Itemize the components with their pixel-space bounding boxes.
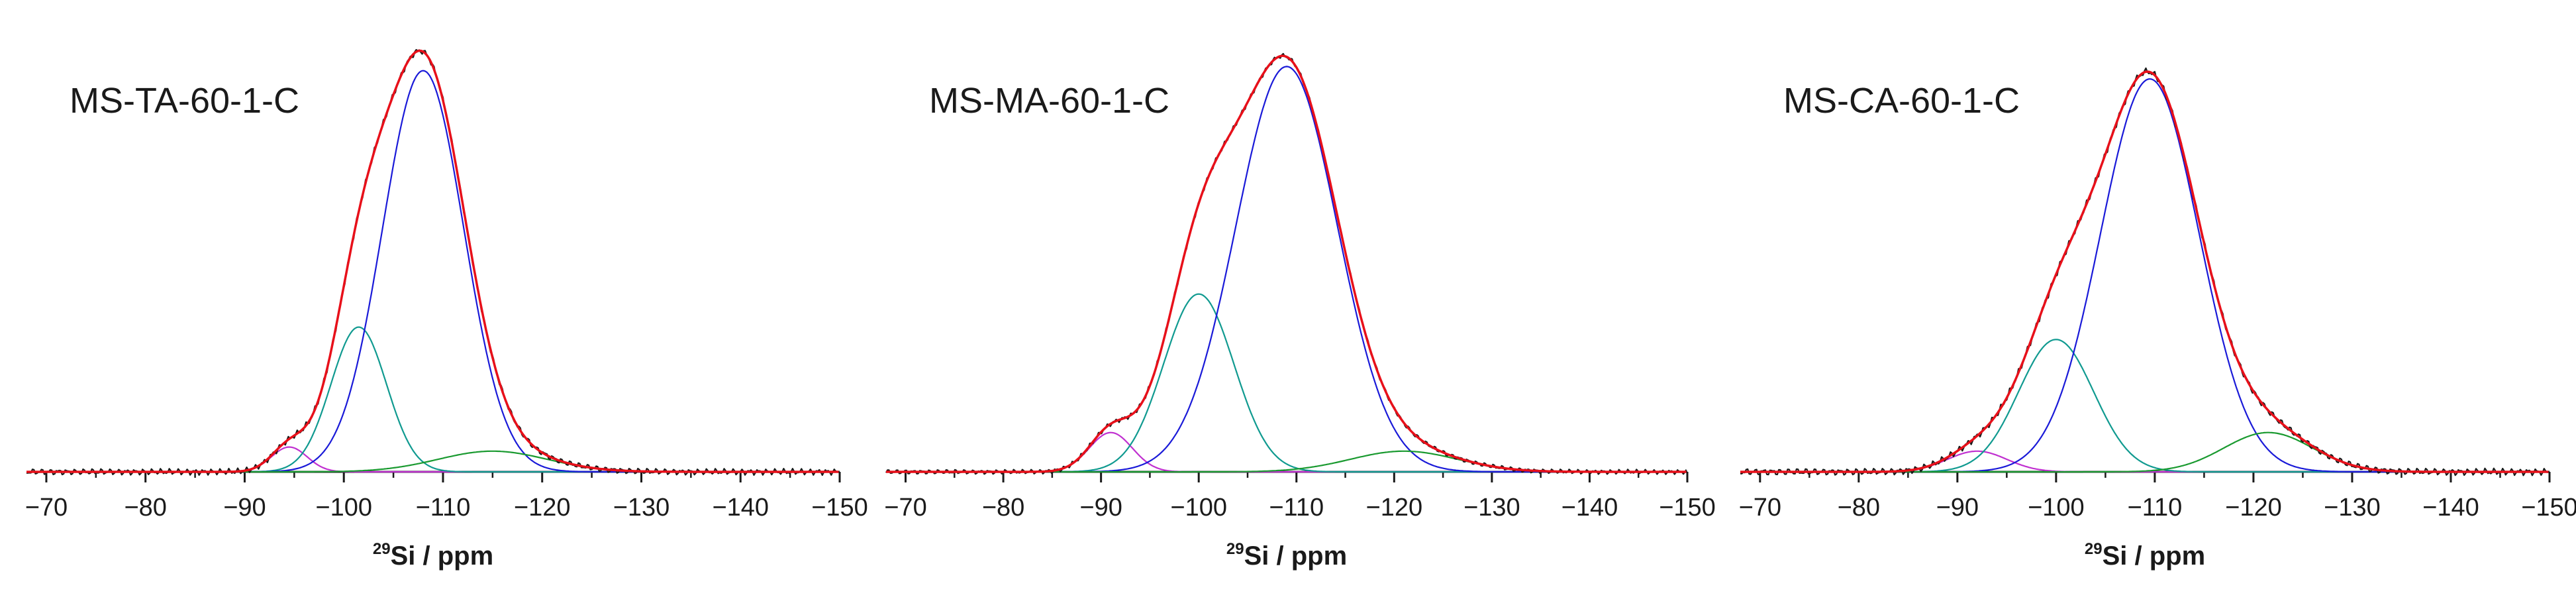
x-tick-label: −100 [315, 494, 372, 522]
x-tick-label: −80 [982, 494, 1024, 522]
panel-title: MS-TA-60-1-C [70, 81, 299, 121]
x-tick-label: −150 [2521, 494, 2576, 522]
x-tick-label: −130 [1463, 494, 1520, 522]
x-axis-label-superscript: 29 [373, 540, 391, 558]
x-tick-label: −110 [2128, 494, 2183, 522]
series-q3-line [886, 293, 1687, 473]
x-axis-label-text: Si / ppm [2103, 541, 2206, 571]
series-q4-line [886, 450, 1687, 473]
series-experimental-line [1740, 67, 2549, 476]
series-fit-sum-line [1740, 70, 2549, 473]
x-tick-label: −90 [1079, 494, 1122, 522]
chart-panel-3: −70 −80 −90 −100 −110 −120 −130 −140 −150 29Si / … [1739, 67, 2576, 571]
chart-panel-2: −70 −80 −90 −100 −110 −120 −130 −140 −150 29Si / … [884, 52, 1716, 571]
x-tick-label: −110 [416, 494, 471, 522]
x-tick-label: −130 [2324, 494, 2381, 522]
x-axis-label: 29Si / ppm [1226, 540, 1347, 571]
x-tick-label: −80 [124, 494, 166, 522]
x-tick-label: −70 [25, 494, 68, 522]
x-tick-label: −140 [1561, 494, 1618, 522]
series-q4-line [1740, 78, 2549, 473]
series-q4-line [1740, 431, 2549, 473]
x-tick-label: −150 [1659, 494, 1716, 522]
x-tick-label: −130 [613, 494, 670, 522]
series-q4-line [26, 450, 839, 473]
x-tick-label: −70 [1739, 494, 1781, 522]
x-tick-label: −120 [514, 494, 571, 522]
x-axis-label-superscript: 29 [2085, 540, 2103, 558]
x-axis-label: 29Si / ppm [373, 540, 493, 571]
x-tick-label: −100 [1170, 494, 1227, 522]
x-axis-label-text: Si / ppm [1244, 541, 1348, 571]
series-q2-line [1740, 450, 2549, 473]
x-tick-label: −100 [2028, 494, 2085, 522]
x-tick-label: −120 [2225, 494, 2282, 522]
x-tick-label: −90 [1936, 494, 1979, 522]
panel-title: MS-MA-60-1-C [929, 81, 1169, 121]
x-tick-label: −140 [712, 494, 769, 522]
x-axis-label-superscript: 29 [1226, 540, 1244, 558]
series-q4-line [886, 66, 1687, 473]
series-fit-sum-line [26, 49, 839, 473]
series-q4-line [26, 70, 839, 473]
x-tick-label: −150 [811, 494, 868, 522]
series-q3-line [26, 326, 839, 473]
panel-title: MS-CA-60-1-C [1783, 81, 2020, 121]
x-tick-label: −90 [223, 494, 266, 522]
series-q3-line [1740, 339, 2549, 473]
series-fit-sum-line [886, 54, 1687, 473]
x-tick-label: −70 [884, 494, 926, 522]
x-axis-label: 29Si / ppm [2085, 540, 2205, 571]
x-tick-label: −120 [1366, 494, 1423, 522]
x-tick-label: −110 [1269, 494, 1324, 522]
x-axis-label-text: Si / ppm [391, 541, 494, 571]
series-q2-line [886, 431, 1687, 473]
x-tick-label: −80 [1838, 494, 1880, 522]
x-tick-label: −140 [2422, 494, 2479, 522]
chart-panel-1: −70 −80 −90 −100 −110 −120 −130 −140 −150 29Si / … [25, 48, 868, 571]
